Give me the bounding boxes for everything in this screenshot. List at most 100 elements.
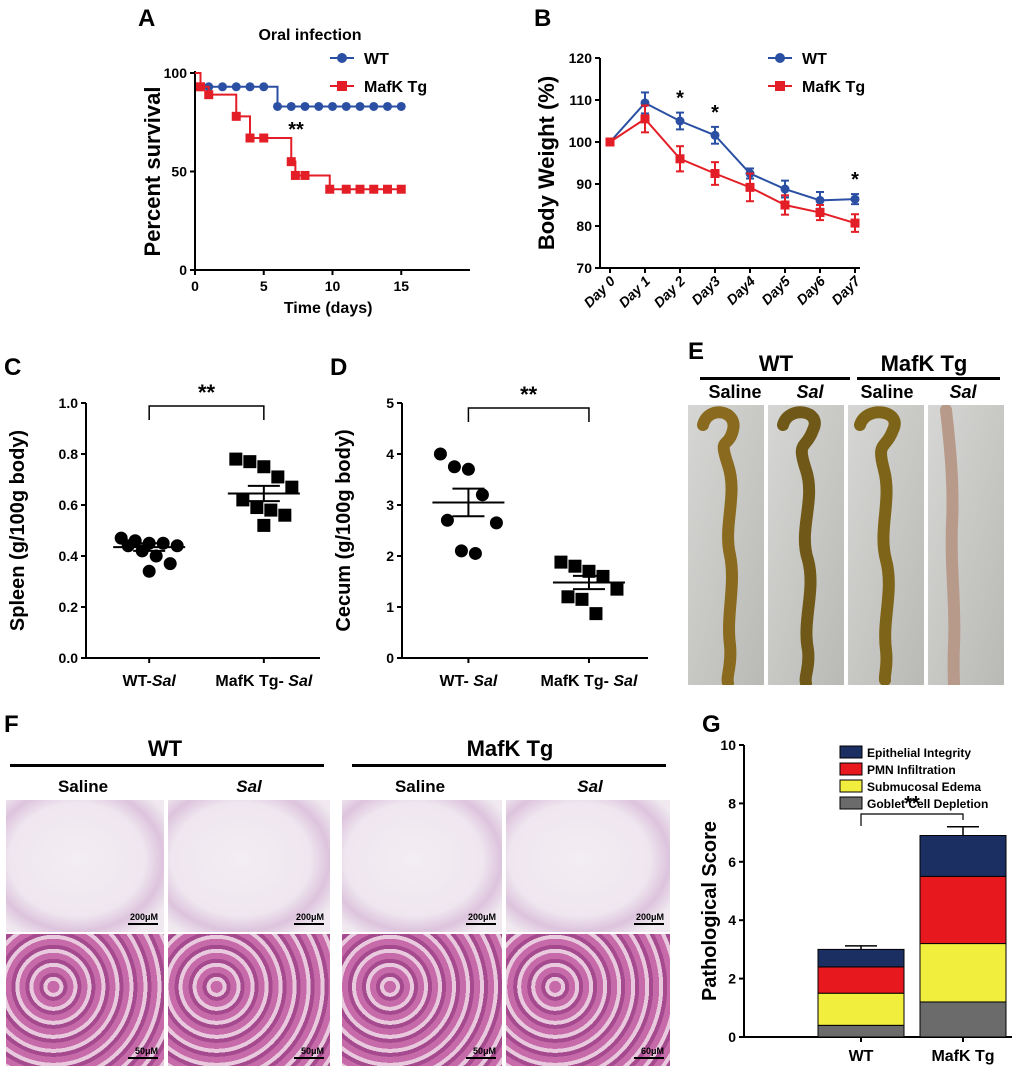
legend-swatch (839, 779, 863, 793)
x-tick-label: Day 1 (615, 273, 653, 311)
panel-f-group-wt: WT (148, 736, 183, 761)
panel-letter-a: A (138, 5, 155, 32)
data-point-tg (264, 503, 278, 517)
survival-point-tg (300, 170, 310, 180)
photo-e-tg-sal (928, 405, 1004, 685)
survival-point-tg (204, 90, 214, 100)
survival-point-tg (286, 157, 296, 167)
chart-a-significance: ** (288, 119, 304, 141)
scale-bar-label: 50μM (472, 1046, 496, 1056)
survival-point-tg (259, 133, 269, 143)
y-tick-label: 90 (576, 176, 592, 192)
y-tick-label: 1.0 (59, 395, 79, 411)
chart-a-xlabel: Time (days) (284, 300, 373, 317)
scale-bar (128, 923, 158, 925)
panel-f-label-wt-saline: Saline (58, 777, 108, 796)
survival-point-tg (383, 184, 392, 194)
legend-label: Goblet Cell Depletion (867, 797, 988, 811)
scale-bar-label: 200μM (635, 912, 664, 922)
chart-a-ylabel: Percent survival (140, 87, 165, 257)
legend-label: Epithelial Integrity (867, 746, 971, 760)
legend-label-tg: MafK Tg (364, 79, 427, 96)
x-tick-label: 10 (325, 278, 341, 294)
chart-c: C 0.0 0.2 0.4 0.6 0.8 1.0 WT-Sal MafK Tg- Sal Sp… (4, 354, 320, 690)
data-point-tg (236, 493, 250, 507)
data-point-wt (149, 549, 163, 563)
data-point-tg (250, 501, 264, 515)
scale-bar (466, 1057, 496, 1059)
y-tick-label: 0 (386, 650, 394, 666)
stacked-bar-segment (919, 943, 1007, 1003)
stacked-bar-segment (817, 948, 905, 968)
chart-g: G 0 2 4 6 8 10 WT MafK Tg Pathological Score ** Ep… (700, 711, 1012, 1065)
weight-significance: * (851, 169, 859, 191)
x-tick-label: Day5 (758, 273, 793, 308)
survival-point-tg (396, 184, 406, 194)
data-point-tg (568, 559, 582, 573)
weight-point-tg (605, 137, 615, 147)
y-tick-label: 5 (386, 395, 394, 411)
stacked-bar-segment (919, 875, 1007, 945)
survival-point-wt (314, 101, 324, 111)
x-tick-label: WT- Sal (440, 673, 498, 690)
panel-letter-d: D (330, 354, 347, 381)
survival-point-wt (286, 101, 296, 111)
survival-point-tg (231, 111, 241, 121)
x-tick-label: WT-Sal (123, 673, 177, 690)
cecum-tissue-3 (854, 406, 901, 685)
histology-high-mag-tg-saline: 50μM (342, 934, 502, 1066)
x-tick-label: MafK Tg (931, 1048, 994, 1065)
legend-label-wt: WT (802, 51, 827, 68)
weight-point-wt (675, 116, 685, 126)
stacked-bar-segment (817, 992, 905, 1026)
histology-low-mag-wt-sal: 200μM (168, 800, 330, 932)
data-point-wt (489, 516, 503, 530)
x-tick-label: Day4 (723, 273, 758, 308)
dot-plot-ylabel: Spleen (g/100g body) (7, 430, 29, 631)
panel-f-label-wt-sal: Sal (236, 777, 263, 796)
data-point-tg (243, 455, 257, 469)
panel-f-label-tg-sal: Sal (577, 777, 604, 796)
legend-marker-tg (775, 81, 785, 91)
legend-swatch (839, 762, 863, 776)
y-tick-label: 8 (728, 795, 736, 811)
y-tick-label: 70 (576, 260, 592, 276)
data-point-tg (561, 590, 575, 604)
weight-point-wt (850, 194, 860, 204)
histology-low-mag-tg-saline: 200μM (342, 800, 502, 932)
weight-point-tg (640, 114, 650, 124)
data-point-wt (468, 546, 482, 560)
x-tick-label: Day 0 (580, 273, 618, 311)
weight-point-wt (780, 184, 790, 194)
data-point-tg (257, 460, 271, 474)
scale-bar (466, 923, 496, 925)
histology-low-mag-wt-saline: 200μM (6, 800, 164, 932)
scale-bar (294, 1057, 324, 1059)
data-point-wt (433, 447, 447, 461)
y-tick-label: 10 (720, 737, 736, 753)
y-tick-label: 0.2 (59, 599, 79, 615)
y-tick-label: 100 (164, 65, 188, 81)
panel-letter-b: B (534, 5, 551, 32)
x-tick-label: 0 (191, 278, 199, 294)
panel-f-histology: 200μM 200μM 200μM 200μM 50μM 50μM 50μM 60μM (0, 800, 690, 1067)
panel-letter-g: G (702, 711, 721, 738)
x-tick-label: 15 (393, 278, 409, 294)
weight-significance: * (676, 88, 684, 110)
legend-label: Submucosal Edema (867, 780, 981, 794)
chart-a-title: Oral infection (258, 27, 361, 44)
y-tick-label: 1 (386, 599, 394, 615)
y-tick-label: 6 (728, 854, 736, 870)
significance-bracket (467, 407, 590, 422)
data-point-wt (121, 539, 135, 553)
histology-low-mag-tg-sal: 200μM (506, 800, 670, 932)
data-point-tg (257, 518, 271, 532)
scale-bar-label: 200μM (295, 912, 324, 922)
legend-label: PMN Infiltration (867, 763, 956, 777)
x-tick-label: Day7 (828, 272, 864, 308)
y-tick-label: 4 (386, 446, 394, 462)
legend-marker-wt (337, 53, 347, 63)
scale-bar (634, 1057, 664, 1059)
x-tick-label: WT (849, 1048, 874, 1065)
